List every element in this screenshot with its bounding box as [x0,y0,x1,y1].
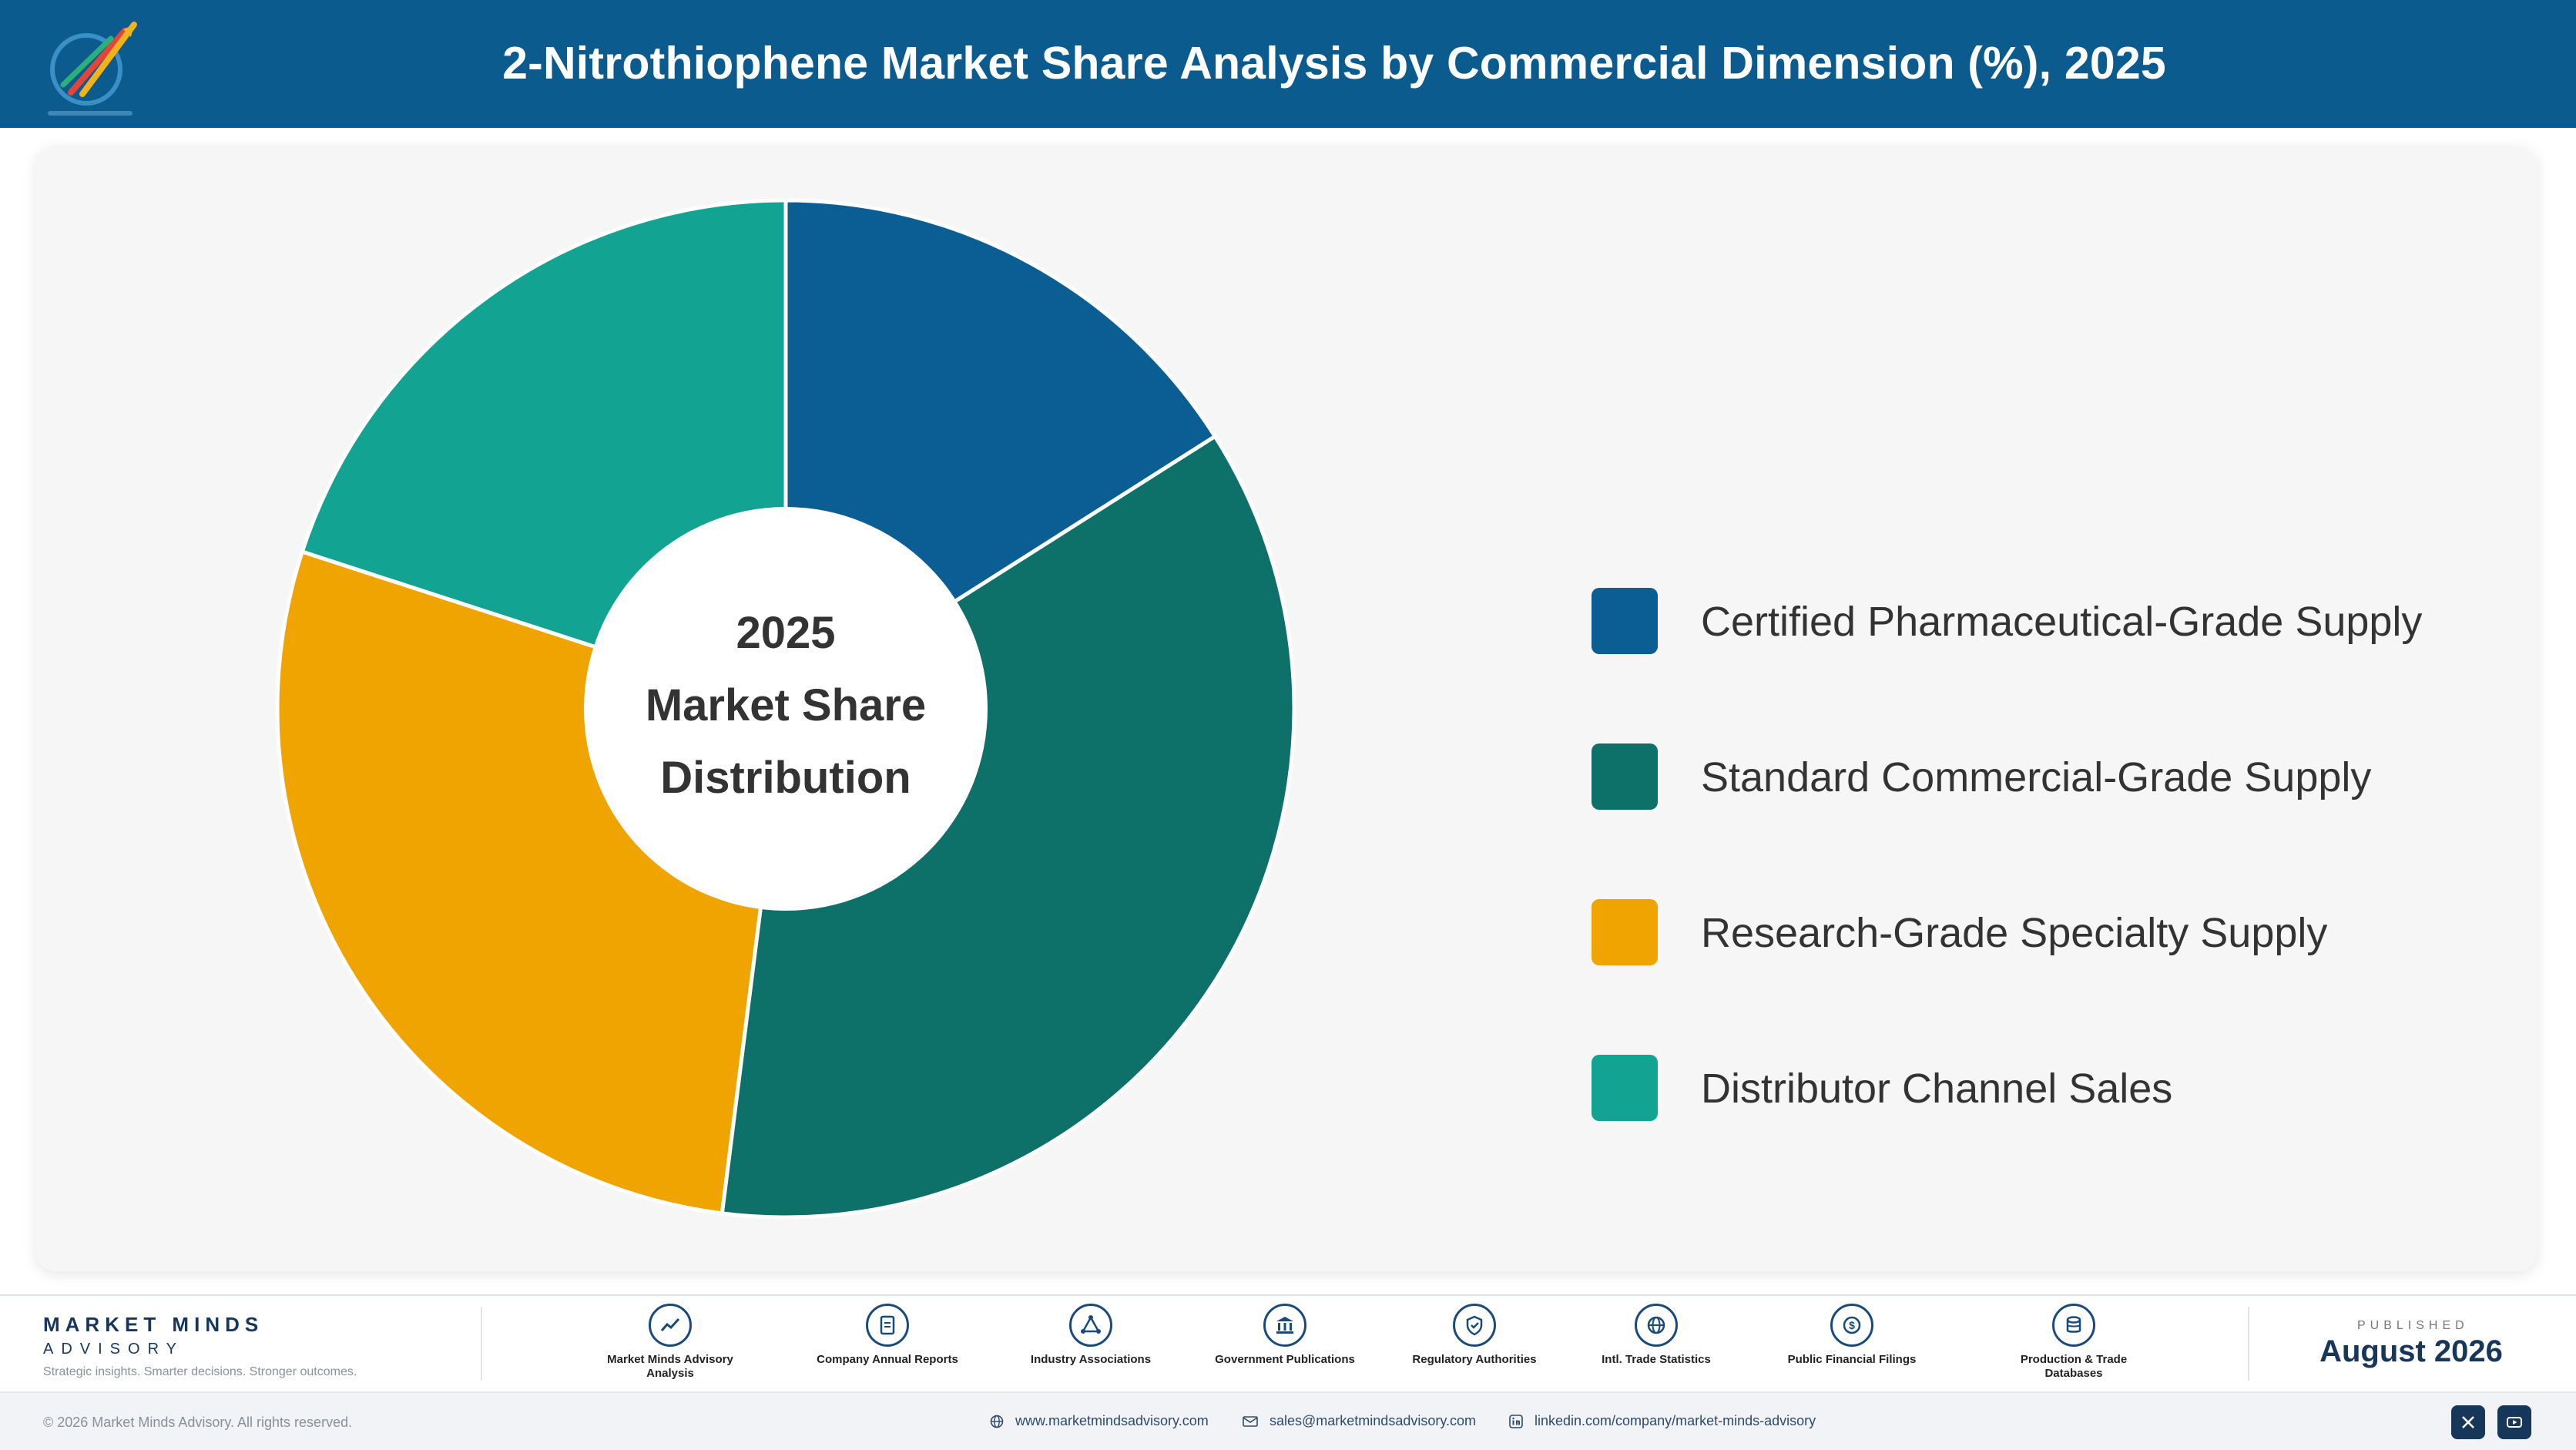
globe-icon [990,1415,1004,1428]
legend-swatch [1592,1055,1658,1121]
donut-hole [584,507,988,911]
source-item: $ Public Financial Filings [1775,1304,1929,1367]
legend-item[interactable]: Standard Commercial-Grade Supply [1592,718,2422,874]
x-social-button[interactable] [2451,1405,2485,1439]
header-bar: 2-Nitrothiophene Market Share Analysis b… [0,0,2576,128]
legend-item[interactable]: Certified Pharmaceutical-Grade Supply [1592,562,2422,718]
x-logo-icon [2462,1416,2474,1428]
government-building-icon [1263,1304,1306,1347]
published-label: PUBLISHED [2357,1319,2469,1332]
legend-item[interactable]: Research-Grade Specialty Supply [1592,874,2422,1029]
legend-label: Distributor Channel Sales [1701,1066,2173,1112]
donut-chart: 2025 Market Share Distribution [275,198,1296,1220]
chart-legend: Certified Pharmaceutical-Grade Supply St… [1592,562,2422,1185]
legend-swatch [1592,899,1658,965]
source-item: Regulatory Authorities [1397,1304,1551,1367]
mail-icon [1243,1415,1258,1427]
linkedin-link[interactable]: linkedin.com/company/market-minds-adviso… [1508,1413,1816,1429]
footer-contact-bar: © 2026 Market Minds Advisory. All rights… [0,1395,2576,1450]
legend-label: Research-Grade Specialty Supply [1701,910,2328,956]
center-label-year: 2025 [736,608,835,658]
footer: MARKET MINDS ADVISORY Strategic insights… [0,1294,2576,1450]
shield-icon [1453,1304,1496,1347]
center-label-line2: Market Share [646,680,926,730]
brand-name: MARKET MINDS [43,1313,264,1336]
source-item: Company Annual Reports [810,1304,964,1367]
source-label: Company Annual Reports [817,1353,958,1366]
youtube-social-button[interactable] [2497,1405,2531,1439]
source-label: Industry Associations [1030,1353,1152,1366]
legend-label: Standard Commercial-Grade Supply [1701,754,2372,801]
published-date: August 2026 [2319,1334,2503,1368]
source-label: Market Minds Advisory Analysis [607,1353,733,1380]
svg-text:$: $ [1849,1319,1855,1331]
network-icon [1069,1304,1112,1347]
page-title: 2-Nitrothiophene Market Share Analysis b… [502,38,2166,89]
source-label: Public Financial Filings [1787,1353,1917,1366]
legend-swatch [1592,588,1658,654]
database-icon [2052,1304,2095,1347]
source-label: Intl. Trade Statistics [1602,1353,1711,1366]
linkedin-text: linkedin.com/company/market-minds-adviso… [1535,1413,1816,1428]
brand-tagline: Strategic insights. Smarter decisions. S… [43,1365,357,1378]
company-logo [48,22,137,116]
copyright: © 2026 Market Minds Advisory. All rights… [43,1415,353,1430]
source-item: Industry Associations [1014,1304,1168,1367]
source-item: Market Minds Advisory Analysis [593,1304,747,1381]
source-label: Government Publications [1215,1353,1355,1366]
divider [2248,1307,2249,1381]
footer-sources-bar: MARKET MINDS ADVISORY Strategic insights… [0,1296,2576,1393]
email-text: sales@marketmindsadvisory.com [1270,1413,1477,1428]
source-item: Production & Trade Databases [1997,1304,2151,1381]
globe-icon [1635,1304,1678,1347]
website-link[interactable]: www.marketmindsadvisory.com [989,1413,1209,1429]
document-icon [866,1304,909,1347]
youtube-icon [2507,1417,2522,1428]
source-label: Production & Trade Databases [2020,1353,2128,1380]
center-label-line3: Distribution [660,753,911,803]
source-item: Intl. Trade Statistics [1579,1304,1733,1367]
website-text: www.marketmindsadvisory.com [1015,1413,1209,1428]
dollar-coin-icon: $ [1830,1304,1873,1347]
linkedin-icon [1509,1414,1523,1428]
brand-subtitle: ADVISORY [43,1341,184,1358]
trend-chart-icon [649,1304,692,1347]
divider [481,1307,482,1381]
legend-item[interactable]: Distributor Channel Sales [1592,1029,2422,1185]
pie-slice[interactable] [719,433,1296,1220]
source-item: Government Publications [1208,1304,1362,1367]
chart-card: 2025 Market Share Distribution Certified… [35,146,2537,1271]
legend-swatch [1592,743,1658,810]
email-link[interactable]: sales@marketmindsadvisory.com [1242,1413,1476,1429]
source-label: Regulatory Authorities [1412,1353,1537,1366]
legend-label: Certified Pharmaceutical-Grade Supply [1701,599,2423,645]
